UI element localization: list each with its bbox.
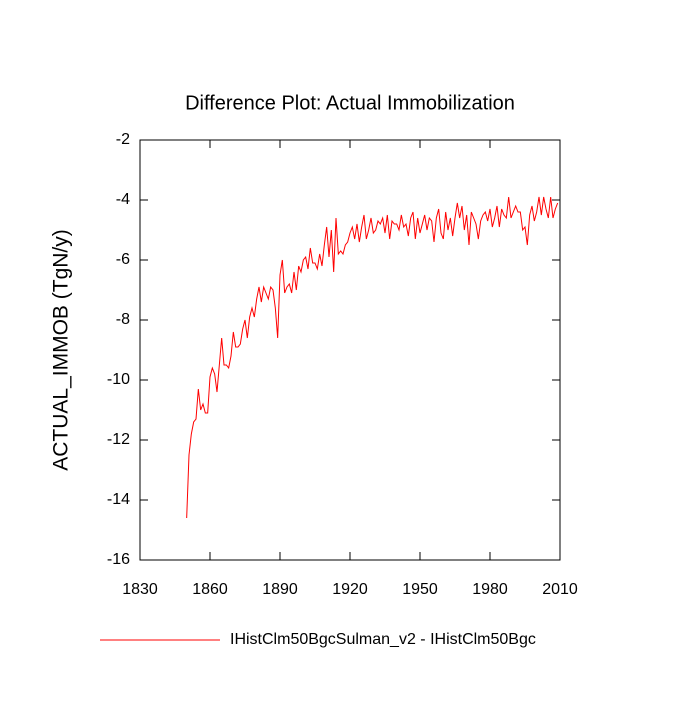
data-line [186,196,559,519]
y-axis-label: ACTUAL_IMMOB (TgN/y) [50,229,73,471]
y-tick-label: -4 [116,191,130,208]
chart-title: Difference Plot: Actual Immobilization [185,92,515,114]
x-tick-label: 1890 [262,581,298,598]
x-tick-label: 1980 [472,581,508,598]
x-tick-label: 1950 [402,581,438,598]
x-tick-label: 1860 [192,581,228,598]
y-tick-label: -16 [107,551,130,568]
y-tick-label: -10 [107,371,130,388]
x-tick-label: 1920 [332,581,368,598]
y-tick-label: -2 [116,131,130,148]
y-tick-label: -8 [116,311,130,328]
y-tick-label: -14 [107,491,130,508]
y-tick-label: -12 [107,431,130,448]
plot-frame [139,139,561,561]
x-tick-label: 1830 [122,581,158,598]
legend-label: IHistClm50BgcSulman_v2 - IHistClm50Bgc [230,631,536,648]
x-tick-label: 2010 [542,581,578,598]
y-tick-label: -6 [116,251,130,268]
